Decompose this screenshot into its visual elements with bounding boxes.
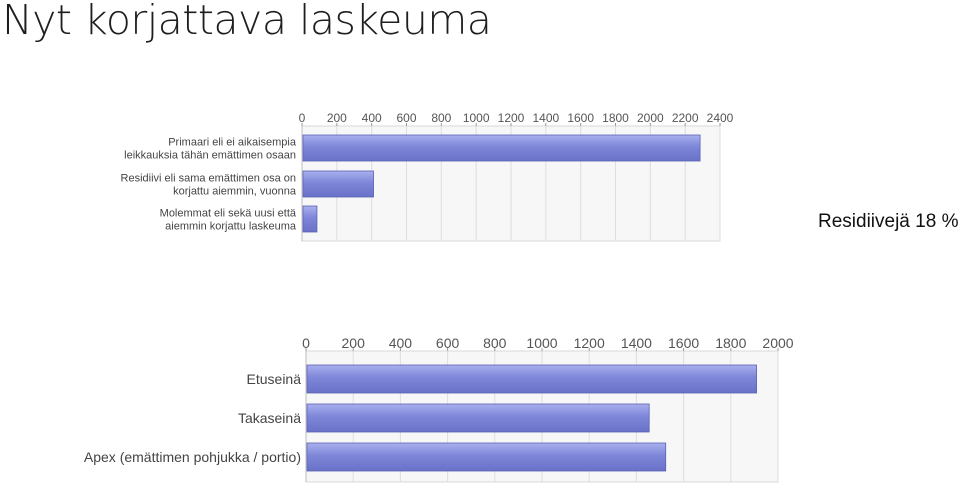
bar: [302, 205, 318, 233]
x-tick-label: 2400: [707, 111, 734, 125]
category-label: Takaseinä: [238, 410, 301, 426]
x-tick-label: 1400: [621, 335, 652, 351]
x-tick-label: 0: [299, 111, 306, 125]
category-label: leikkauksia tähän emättimen osaan: [124, 149, 296, 161]
x-tick-label: 200: [342, 335, 366, 351]
slide-title: Nyt korjattava laskeuma: [2, 0, 492, 44]
x-tick-label: 1400: [532, 111, 559, 125]
x-tick-label: 800: [483, 335, 507, 351]
x-tick-label: 1000: [463, 111, 490, 125]
residiivi-note: Residiivejä 18 %: [818, 211, 959, 232]
x-tick-label: 1200: [498, 111, 525, 125]
x-tick-label: 1800: [715, 335, 746, 351]
x-tick-label: 200: [327, 111, 347, 125]
category-label: Residiivi eli sama emättimen osa on: [121, 172, 296, 184]
category-label: Apex (emättimen pohjukka / portio): [84, 449, 301, 465]
x-tick-label: 2200: [672, 111, 699, 125]
x-tick-label: 800: [431, 111, 451, 125]
category-label: aiemmin korjattu laskeuma: [165, 220, 297, 232]
category-label: Primaari eli ei aikaisempia: [168, 136, 297, 148]
x-tick-label: 1800: [602, 111, 629, 125]
category-label: Molemmat eli sekä uusi että: [160, 207, 297, 219]
x-tick-label: 400: [389, 335, 413, 351]
x-tick-label: 400: [362, 111, 382, 125]
bar: [302, 170, 374, 198]
bar: [306, 442, 667, 472]
x-tick-label: 2000: [637, 111, 664, 125]
x-tick-label: 1600: [567, 111, 594, 125]
bar: [302, 134, 701, 162]
category-label: Etuseinä: [247, 371, 302, 387]
x-tick-label: 1600: [668, 335, 699, 351]
x-tick-label: 2000: [762, 335, 793, 351]
x-tick-label: 600: [396, 111, 416, 125]
x-tick-label: 0: [302, 335, 310, 351]
x-tick-label: 600: [436, 335, 460, 351]
category-label: korjattu aiemmin, vuonna: [173, 185, 297, 197]
bar: [306, 364, 757, 394]
x-tick-label: 1200: [574, 335, 605, 351]
bar: [306, 403, 650, 433]
x-tick-label: 1000: [526, 335, 557, 351]
